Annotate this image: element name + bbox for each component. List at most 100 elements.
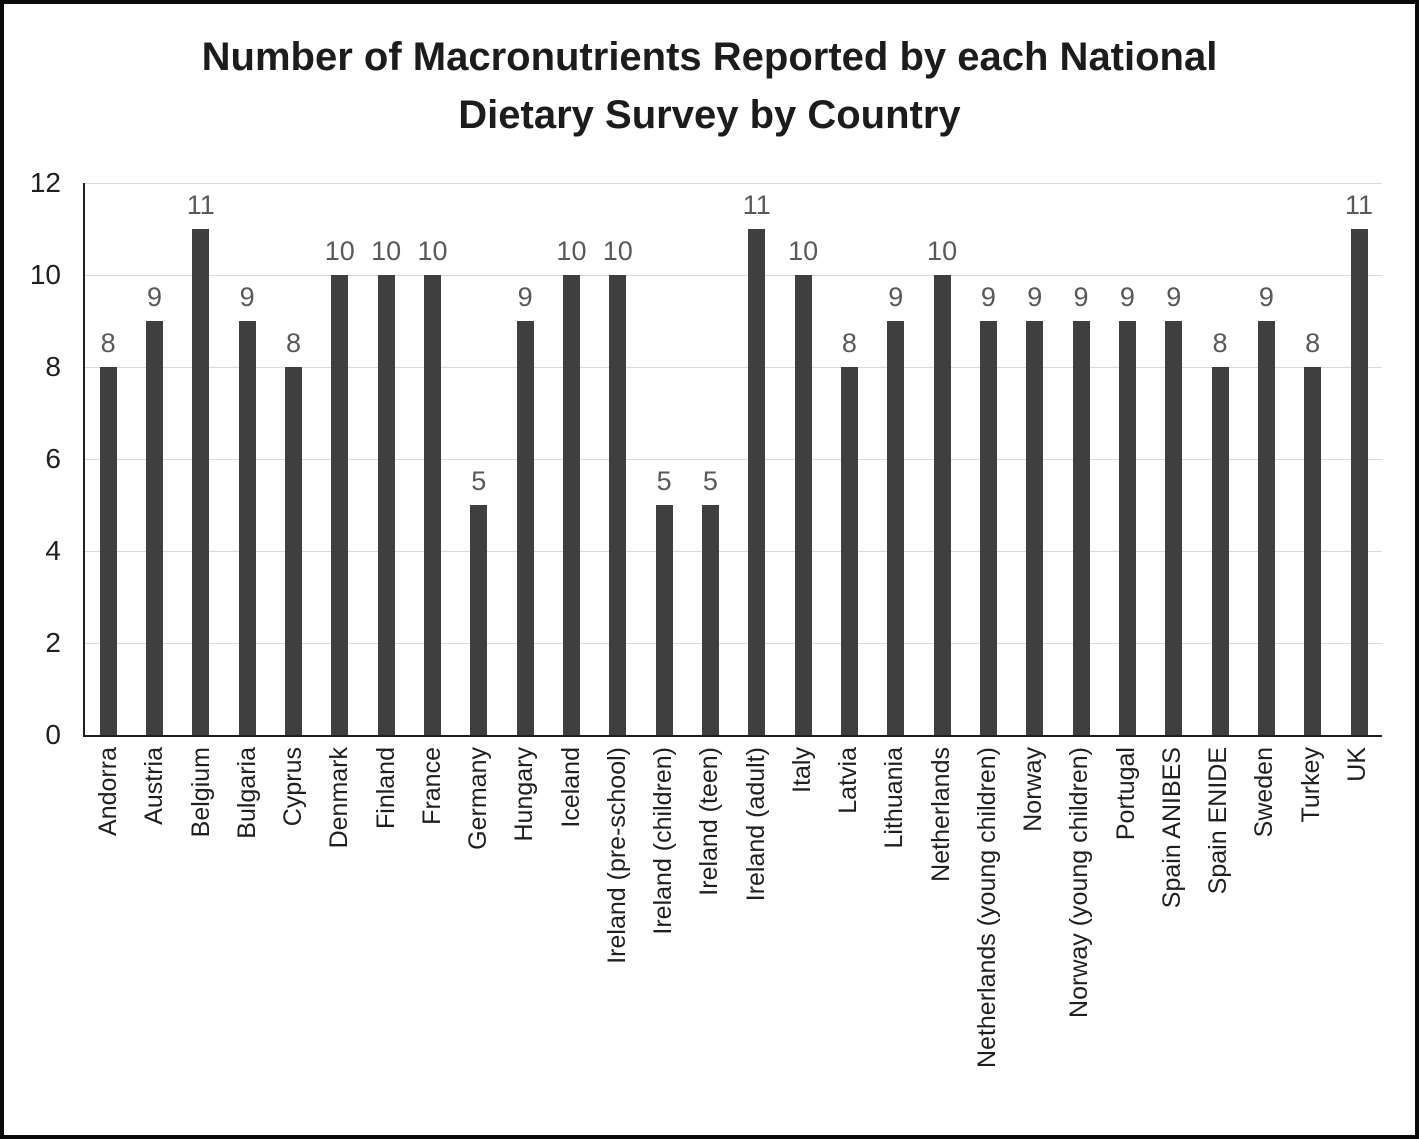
bar-cell: 11 bbox=[1336, 183, 1382, 735]
x-axis-label: Latvia bbox=[834, 747, 863, 814]
x-label-cell: Ireland (children) bbox=[640, 747, 686, 935]
bar-value-label: 5 bbox=[656, 466, 672, 496]
x-axis: Andorra Austria Belgium Bulgaria Cyprus Denma… bbox=[85, 747, 1380, 1068]
bar-value-label: 10 bbox=[371, 236, 402, 266]
bar-cell: 8 bbox=[1197, 183, 1243, 735]
x-label-cell: Finland bbox=[363, 747, 409, 829]
bar bbox=[1211, 367, 1229, 735]
chart-title-line-1: Number of Macronutrients Reported by eac… bbox=[201, 35, 1218, 79]
bar-value-label: 10 bbox=[927, 236, 958, 266]
bar-cell: 10 bbox=[363, 183, 409, 735]
x-label-cell: Lithuania bbox=[871, 747, 917, 848]
x-axis-label: Lithuania bbox=[880, 747, 909, 849]
gridline bbox=[85, 183, 1382, 184]
gridline bbox=[85, 551, 1382, 552]
bar-value-label: 9 bbox=[1073, 282, 1089, 312]
gridline bbox=[85, 643, 1382, 644]
bar-value-label: 9 bbox=[1119, 282, 1135, 312]
y-tick-label: 10 bbox=[29, 259, 61, 290]
bar-cell: 10 bbox=[780, 183, 826, 735]
bar-cell: 9 bbox=[965, 183, 1011, 735]
bar-value-label: 8 bbox=[1212, 328, 1228, 358]
bar-value-label: 10 bbox=[602, 236, 633, 266]
bar bbox=[1304, 367, 1322, 735]
bar-cell: 11 bbox=[178, 183, 224, 735]
bar bbox=[887, 321, 905, 735]
bar bbox=[238, 321, 256, 735]
bar bbox=[1072, 321, 1090, 735]
x-label-cell: Spain ENIDE bbox=[1195, 747, 1241, 894]
x-axis-label: Iceland bbox=[556, 747, 585, 828]
bar bbox=[562, 275, 580, 735]
bar-value-label: 10 bbox=[324, 236, 355, 266]
bar-cell: 9 bbox=[502, 183, 548, 735]
x-axis-label: Norway (young children) bbox=[1065, 747, 1094, 1018]
y-tick-label: 2 bbox=[45, 627, 61, 658]
bar bbox=[748, 229, 766, 735]
x-axis-label: Spain ANIBES bbox=[1157, 747, 1186, 909]
bar-cell: 8 bbox=[1290, 183, 1336, 735]
bar-value-label: 11 bbox=[186, 190, 215, 220]
bar-cell: 9 bbox=[1243, 183, 1289, 735]
bar-value-label: 9 bbox=[980, 282, 996, 312]
x-label-cell: Sweden bbox=[1241, 747, 1287, 837]
gridline bbox=[85, 367, 1382, 368]
bar bbox=[1026, 321, 1044, 735]
chart-title: Number of Macronutrients Reported by eac… bbox=[4, 28, 1415, 144]
bar bbox=[1257, 321, 1275, 735]
bar-value-label: 8 bbox=[285, 328, 301, 358]
bar bbox=[1165, 321, 1183, 735]
bar-cell: 9 bbox=[224, 183, 270, 735]
bar-value-label: 8 bbox=[841, 328, 857, 358]
plot-area: 8 9 11 9 8 10 10 10 5 9 10 10 5 5 11 10 8 9 10 9 9 9 9 9 8 9 8 11 bbox=[83, 183, 1382, 737]
bar-cell: 10 bbox=[595, 183, 641, 735]
x-label-cell: Denmark bbox=[316, 747, 362, 848]
bar-cell: 9 bbox=[1058, 183, 1104, 735]
bar bbox=[794, 275, 812, 735]
x-axis-label: Italy bbox=[787, 747, 816, 793]
x-label-cell: Norway (young children) bbox=[1056, 747, 1102, 1018]
x-axis-label: Finland bbox=[371, 747, 400, 829]
bar-value-label: 9 bbox=[517, 282, 533, 312]
bar bbox=[470, 505, 488, 735]
y-tick-label: 4 bbox=[45, 535, 61, 566]
bar bbox=[516, 321, 534, 735]
x-axis-label: Belgium bbox=[186, 747, 215, 838]
x-axis-label: Turkey bbox=[1296, 747, 1325, 823]
x-label-cell: Italy bbox=[779, 747, 825, 793]
bar bbox=[331, 275, 349, 735]
bar-cell: 9 bbox=[131, 183, 177, 735]
y-tick-label: 8 bbox=[45, 351, 61, 382]
x-label-cell: Netherlands bbox=[918, 747, 964, 882]
chart-title-line-2: Dietary Survey by Country bbox=[458, 93, 961, 137]
bar bbox=[933, 275, 951, 735]
x-label-cell: Belgium bbox=[178, 747, 224, 837]
gridline bbox=[85, 459, 1382, 460]
bar-value-label: 9 bbox=[146, 282, 162, 312]
bar bbox=[1118, 321, 1136, 735]
bar bbox=[99, 367, 117, 735]
x-label-cell: France bbox=[409, 747, 455, 825]
bars-strip: 8 9 11 9 8 10 10 10 5 9 10 10 5 5 11 10 8 9 10 9 9 9 9 9 8 9 8 11 bbox=[85, 183, 1382, 735]
bar-value-label: 9 bbox=[1258, 282, 1274, 312]
x-axis-label: Cyprus bbox=[279, 747, 308, 827]
x-label-cell: UK bbox=[1334, 747, 1380, 782]
bar-cell: 8 bbox=[826, 183, 872, 735]
x-axis-label: France bbox=[417, 747, 446, 825]
bar bbox=[377, 275, 395, 735]
x-axis-label: Denmark bbox=[325, 747, 354, 849]
bar-cell: 5 bbox=[687, 183, 733, 735]
bar-cell: 5 bbox=[641, 183, 687, 735]
x-axis-label: Netherlands bbox=[926, 747, 955, 882]
bar-cell: 10 bbox=[548, 183, 594, 735]
bar-cell: 10 bbox=[919, 183, 965, 735]
x-axis-label: Andorra bbox=[94, 747, 123, 836]
x-axis-label: Ireland (adult) bbox=[741, 747, 770, 902]
x-label-cell: Hungary bbox=[501, 747, 547, 842]
bar-cell: 9 bbox=[873, 183, 919, 735]
bar-value-label: 10 bbox=[788, 236, 819, 266]
x-label-cell: Bulgaria bbox=[224, 747, 270, 839]
bar bbox=[701, 505, 719, 735]
x-label-cell: Turkey bbox=[1288, 747, 1334, 822]
